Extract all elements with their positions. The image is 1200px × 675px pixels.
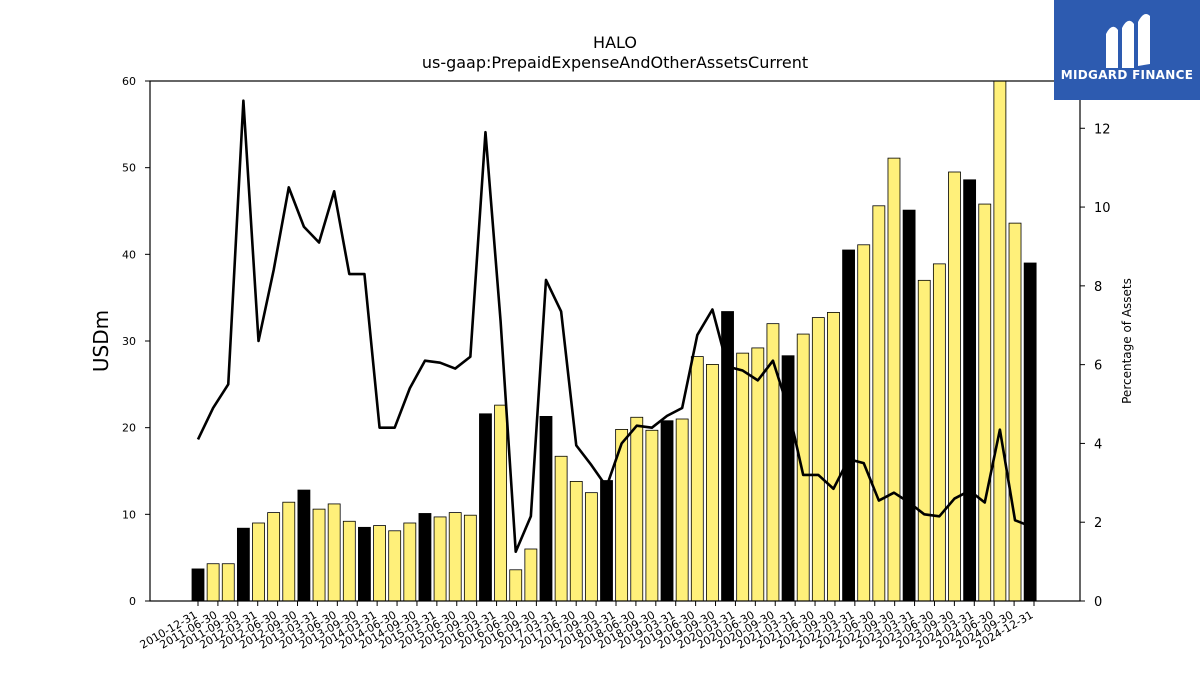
bar-54 — [993, 80, 1007, 602]
y2-tick-label: 6 — [1094, 359, 1102, 374]
chart-subtitle: us-gaap:PrepaidExpenseAndOtherAssetsCurr… — [422, 53, 808, 72]
chart-title: HALO — [593, 33, 637, 52]
y-tick-label: 30 — [122, 335, 136, 348]
bar-47 — [887, 157, 901, 602]
bar-21 — [494, 404, 508, 602]
bar-34 — [690, 356, 704, 602]
bar-56 — [1023, 262, 1037, 602]
bar-48 — [902, 209, 916, 602]
bar-7 — [282, 501, 296, 602]
bar-46 — [872, 205, 886, 602]
bar-49 — [917, 279, 931, 602]
y-axis-label-left: USDm — [89, 310, 113, 372]
y-axis-right: 0 2 4 6 8 10 12 — [1080, 122, 1111, 610]
y2-tick-label: 8 — [1094, 280, 1102, 295]
bar-38 — [751, 347, 765, 602]
bar-25 — [554, 455, 568, 602]
bar-series — [191, 80, 1037, 602]
bar-42 — [811, 317, 825, 602]
bar-8 — [297, 489, 311, 602]
bar-41 — [796, 333, 810, 602]
bar-28 — [600, 480, 613, 602]
bar-3 — [221, 563, 235, 602]
line-series — [196, 99, 1031, 554]
y-tick-label: 10 — [122, 508, 136, 521]
y2-tick-label: 0 — [1094, 595, 1102, 610]
percentage-line — [196, 99, 1031, 554]
bar-18 — [448, 512, 462, 602]
y-axis-label-right: Percentage of Assets — [1120, 278, 1134, 404]
y-tick-label: 60 — [122, 75, 136, 88]
bar-52 — [963, 179, 977, 602]
y-tick-label: 20 — [122, 422, 136, 435]
bar-10 — [327, 503, 341, 602]
bar-4 — [236, 527, 250, 602]
bar-11 — [342, 520, 356, 602]
bar-12 — [358, 526, 371, 602]
y-tick-label: 40 — [122, 248, 136, 261]
bar-20 — [479, 413, 492, 602]
bar-26 — [569, 480, 583, 602]
bar-22 — [509, 569, 523, 602]
y2-tick-label: 10 — [1094, 201, 1111, 216]
bar-9 — [312, 508, 326, 602]
midgard-logo-icon — [1106, 14, 1150, 68]
y2-tick-label: 4 — [1094, 437, 1102, 452]
bar-35 — [706, 363, 719, 602]
bar-55 — [1008, 222, 1022, 602]
bar-44 — [842, 249, 855, 602]
y-tick-label: 0 — [129, 595, 136, 608]
bar-32 — [660, 420, 674, 602]
bar-27 — [584, 492, 598, 602]
y-tick-label: 50 — [122, 162, 136, 175]
bar-19 — [463, 514, 477, 602]
bar-53 — [978, 203, 992, 602]
bar-15 — [403, 522, 417, 602]
bar-33 — [675, 418, 689, 602]
bar-2 — [206, 563, 220, 602]
bar-24 — [539, 415, 553, 602]
bar-37 — [736, 352, 750, 602]
bar-31 — [645, 429, 659, 602]
logo-text: MIDGARD FINANCE — [1060, 68, 1194, 82]
bar-5 — [252, 522, 265, 602]
midgard-finance-logo: MIDGARD FINANCE — [1054, 0, 1200, 100]
bar-51 — [948, 171, 961, 602]
y-axis-left: 0 10 20 30 40 50 60 — [122, 75, 150, 608]
bar-1 — [191, 568, 205, 602]
bar-6 — [267, 512, 281, 602]
bar-13 — [373, 525, 386, 602]
bar-45 — [857, 244, 871, 602]
bar-23 — [524, 548, 538, 602]
bar-14 — [388, 530, 402, 602]
y2-tick-label: 12 — [1094, 122, 1111, 137]
bar-16 — [418, 513, 432, 602]
x-axis: 2010-12-312011-06-302011-09-302012-03-31… — [138, 601, 1036, 652]
bar-50 — [932, 263, 946, 602]
bar-30 — [630, 416, 644, 602]
bar-43 — [827, 311, 840, 602]
y2-tick-label: 2 — [1094, 516, 1102, 531]
bar-17 — [433, 516, 447, 602]
